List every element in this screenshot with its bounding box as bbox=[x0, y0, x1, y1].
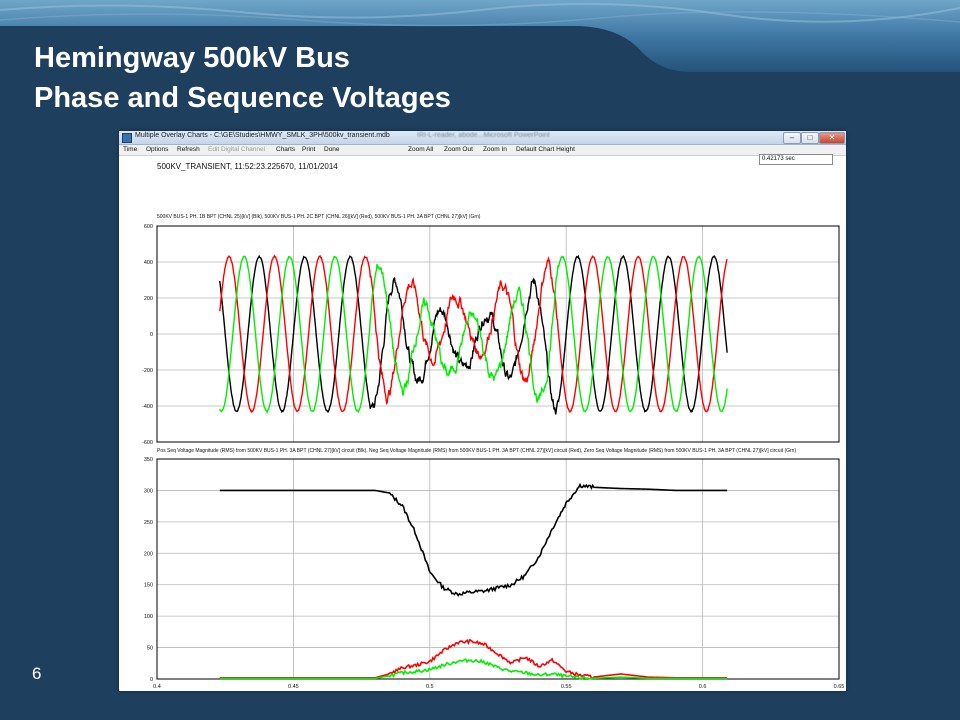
y-tick-label: 150 bbox=[144, 583, 153, 589]
phase-chart-title: 500KV BUS-1 PH. 1B BPT (CHNL 25)[kV] (Bl… bbox=[157, 214, 481, 220]
sequence-series-grn bbox=[219, 658, 728, 680]
y-tick-label: 200 bbox=[144, 296, 153, 302]
charts-canvas[interactable]: 500KV_TRANSIENT, 11:52:23.225670, 11/01/… bbox=[119, 131, 846, 691]
phase-series-grn bbox=[219, 255, 728, 415]
phase-voltage-series bbox=[219, 254, 728, 415]
window-title: Multiple Overlay Charts - C:\GE\Studies\… bbox=[135, 132, 390, 139]
y-tick-label: -600 bbox=[142, 440, 153, 446]
slide-title-line-2: Phase and Sequence Voltages bbox=[34, 82, 451, 114]
y-tick-label: 300 bbox=[144, 488, 153, 494]
y-tick-label: -200 bbox=[142, 368, 153, 374]
maximize-button[interactable]: □ bbox=[801, 132, 819, 144]
event-label: 500KV_TRANSIENT, 11:52:23.225670, 11/01/… bbox=[157, 162, 338, 171]
menu-zoom-out[interactable]: Zoom Out bbox=[444, 146, 473, 153]
x-tick-label: 0.6 bbox=[699, 684, 707, 690]
phase-chart-y-ticks: 600 400 200 0 -200 -400 -600 bbox=[142, 224, 153, 446]
sequence-chart-grid bbox=[157, 458, 839, 680]
y-tick-label: 0 bbox=[150, 332, 153, 338]
y-tick-label: 250 bbox=[144, 520, 153, 526]
x-tick-label: 0.65 bbox=[834, 684, 845, 690]
menu-charts[interactable]: Charts bbox=[276, 146, 296, 153]
slide-banner bbox=[0, 0, 960, 130]
x-tick-label: 0.45 bbox=[288, 684, 299, 690]
phase-series-red bbox=[219, 254, 728, 414]
app-icon bbox=[122, 133, 132, 143]
phase-chart-frame bbox=[156, 225, 840, 443]
minimize-button[interactable]: – bbox=[783, 132, 801, 144]
y-tick-label: 350 bbox=[144, 457, 153, 463]
y-tick-label: 100 bbox=[144, 614, 153, 620]
sequence-chart-title: Pos Seq Voltage Magnitude (RMS) from 500… bbox=[157, 448, 796, 454]
sequence-series-red bbox=[219, 638, 728, 679]
sequence-chart-x-ticks: 0.4 0.45 0.5 0.55 0.6 0.65 bbox=[153, 684, 844, 690]
sequence-series-blk bbox=[219, 482, 728, 597]
x-tick-label: 0.4 bbox=[153, 684, 161, 690]
menu-bar: Time Options Refresh Edit Digital Channe… bbox=[119, 145, 846, 156]
y-tick-label: 600 bbox=[144, 224, 153, 230]
y-tick-label: 200 bbox=[144, 551, 153, 557]
y-tick-label: -400 bbox=[142, 404, 153, 410]
sequence-chart-frame bbox=[156, 458, 840, 680]
x-tick-label: 0.5 bbox=[426, 684, 434, 690]
menu-print[interactable]: Print bbox=[302, 146, 316, 153]
sequence-voltage-series bbox=[219, 482, 728, 680]
close-button[interactable]: ✕ bbox=[819, 132, 845, 144]
x-tick-label: 0.55 bbox=[561, 684, 572, 690]
menu-zoom-in[interactable]: Zoom In bbox=[483, 146, 507, 153]
phase-series-blk bbox=[219, 254, 728, 415]
background-window-title: IRI-L-reader, abode...Microsoft PowerPoi… bbox=[417, 132, 550, 139]
menu-default-chart-height[interactable]: Default Chart Height bbox=[516, 146, 575, 153]
menu-time[interactable]: Time bbox=[123, 146, 138, 153]
sequence-chart-y-ticks: 350 300 250 200 150 100 50 0 bbox=[144, 457, 153, 683]
menu-zoom-all[interactable]: Zoom All bbox=[408, 146, 434, 153]
y-tick-label: 50 bbox=[147, 646, 153, 652]
menu-refresh[interactable]: Refresh bbox=[177, 146, 200, 153]
slide-page-number: 6 bbox=[32, 664, 42, 683]
menu-options[interactable]: Options bbox=[146, 146, 169, 153]
y-tick-label: 0 bbox=[150, 677, 153, 683]
slide-title-line-1: Hemingway 500kV Bus bbox=[34, 42, 350, 74]
cursor-time-readout[interactable]: 0.42173 sec bbox=[759, 154, 833, 165]
window-titlebar[interactable]: Multiple Overlay Charts - C:\GE\Studies\… bbox=[119, 131, 846, 145]
menu-done[interactable]: Done bbox=[324, 146, 340, 153]
menu-edit-digital-channel[interactable]: Edit Digital Channel bbox=[208, 146, 266, 153]
multiple-overlay-charts-window[interactable]: Multiple Overlay Charts - C:\GE\Studies\… bbox=[119, 131, 846, 691]
y-tick-label: 400 bbox=[144, 260, 153, 266]
slide-title: Hemingway 500kV Bus Phase and Sequence V… bbox=[34, 38, 451, 118]
